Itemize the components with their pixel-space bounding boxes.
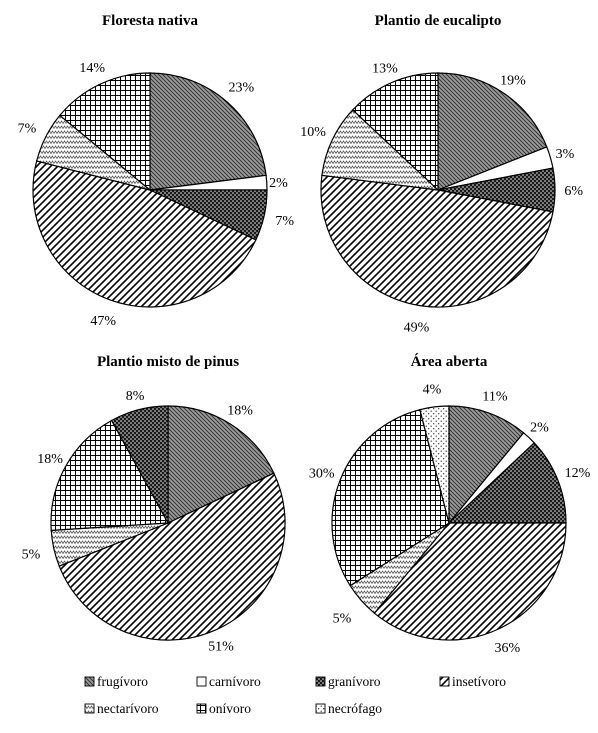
pie-chart-1: Floresta nativa 23% 2% 7% 47% 7% 14%	[18, 13, 295, 329]
slice-label: 12%	[565, 466, 591, 481]
pie-slice-onivoro	[351, 72, 439, 192]
pie-slice-nectarivoro	[321, 109, 440, 191]
legend-label: nectarívoro	[97, 701, 159, 716]
legend-item-insetivoro: insetívoro	[439, 674, 506, 689]
slice-label: 51%	[208, 639, 234, 654]
pie-slice-onivoro	[331, 408, 450, 587]
legend-swatch	[315, 676, 326, 687]
pie-slice-onivoro	[50, 419, 169, 531]
pie-slice-granivoro	[447, 442, 567, 524]
slice-label: 49%	[404, 320, 430, 335]
slice-label: 19%	[500, 74, 526, 89]
slice-label: 13%	[372, 62, 398, 77]
pie-slice-granivoro	[110, 405, 169, 524]
slice-label: 47%	[90, 314, 116, 329]
slice-label: 10%	[300, 125, 326, 140]
pie-slice-insetivoro	[58, 472, 286, 641]
slice-label: 36%	[494, 641, 520, 656]
legend-item-granivoro: granívoro	[315, 674, 381, 689]
legend-label: onívoro	[209, 701, 251, 716]
pie-slice-necrofago	[419, 405, 450, 524]
legend: frugívoro carnívoro granívoro insetívoro nec…	[84, 674, 506, 716]
legend-label: granívoro	[328, 674, 381, 689]
slice-label: 18%	[227, 403, 253, 418]
slice-label: 30%	[309, 467, 335, 482]
slice-label: 3%	[556, 147, 575, 162]
slice-label: 2%	[530, 421, 549, 436]
slice-label: 7%	[275, 214, 294, 229]
legend-swatch	[315, 703, 326, 714]
slice-label: 14%	[79, 61, 105, 76]
pie-slice-frugivoro	[149, 72, 267, 191]
slice-label: 8%	[126, 389, 145, 404]
chart-title: Área aberta	[411, 353, 488, 370]
pie-chart-4: Área aberta 11% 2% 12% 36% 5% 30% 4%	[309, 353, 591, 656]
legend-item-necrofago: necrófago	[315, 701, 382, 716]
legend-label: necrófago	[328, 701, 382, 716]
slice-label: 23%	[228, 80, 254, 95]
legend-swatch	[439, 676, 450, 687]
pie-slice-insetivoro	[32, 160, 257, 308]
slice-label: 11%	[482, 389, 507, 404]
slice-label: 6%	[564, 184, 583, 199]
legend-label: carnívoro	[209, 674, 261, 689]
chart-title: Plantio de eucalipto	[375, 13, 502, 29]
pie-slice-insetivoro	[373, 522, 567, 641]
legend-item-frugivoro: frugívoro	[84, 674, 148, 689]
pie-slice-frugivoro	[437, 72, 548, 191]
legend-item-onivoro: onívoro	[196, 701, 251, 716]
pie-slice-onivoro	[59, 72, 151, 192]
pie-slice-frugivoro	[167, 405, 275, 524]
pie-chart-3: Plantio misto de pinus 18% 51% 5% 18% 8%	[22, 354, 286, 654]
legend-item-carnivoro: carnívoro	[196, 674, 261, 689]
slice-label: 2%	[269, 176, 288, 191]
pie-slice-frugivoro	[448, 405, 525, 525]
legend-label: insetívoro	[452, 674, 506, 689]
chart-title: Floresta nativa	[102, 13, 198, 29]
pie-slice-insetivoro	[320, 174, 554, 308]
pie-chart-2: Plantio de eucalipto 19% 3% 6% 49% 10% 13%	[300, 13, 583, 335]
slice-label: 18%	[37, 452, 63, 467]
slice-label: 5%	[333, 611, 352, 626]
slice-label: 4%	[423, 382, 442, 397]
chart-title: Plantio misto de pinus	[97, 354, 239, 370]
legend-swatch	[84, 703, 95, 714]
legend-item-nectarivoro: nectarívoro	[84, 701, 159, 716]
legend-swatch	[196, 703, 207, 714]
legend-swatch	[196, 676, 207, 687]
legend-swatch	[84, 676, 95, 687]
legend-label: frugívoro	[97, 674, 148, 689]
slice-label: 5%	[22, 548, 41, 563]
slice-label: 7%	[18, 121, 37, 136]
